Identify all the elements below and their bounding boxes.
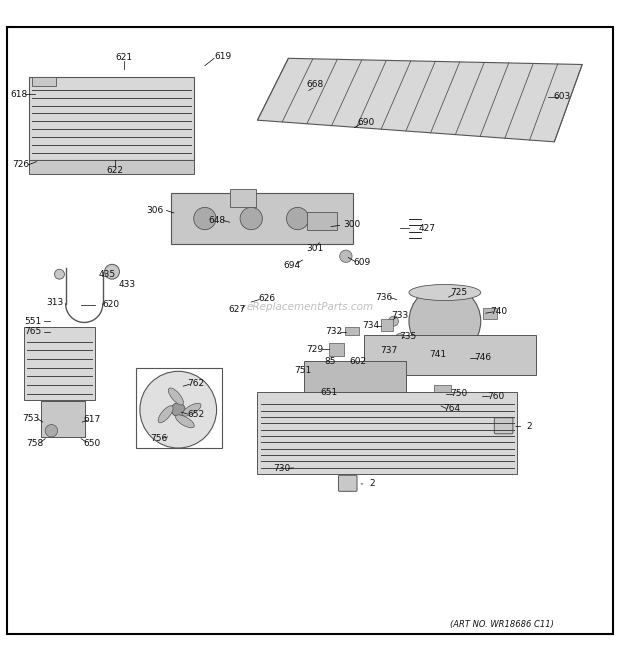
- Circle shape: [286, 208, 309, 229]
- Ellipse shape: [182, 403, 201, 416]
- Circle shape: [389, 316, 399, 326]
- Text: 694: 694: [283, 261, 300, 270]
- Text: 733: 733: [391, 311, 409, 319]
- Text: 735: 735: [399, 332, 417, 341]
- Text: 627: 627: [228, 305, 246, 314]
- Text: 603: 603: [554, 92, 571, 101]
- Text: 602: 602: [350, 357, 367, 366]
- Text: 756: 756: [150, 434, 167, 444]
- Circle shape: [45, 424, 58, 437]
- Circle shape: [240, 208, 262, 229]
- Bar: [24, 327, 95, 400]
- Bar: [365, 335, 536, 375]
- Text: 650: 650: [84, 439, 101, 447]
- Text: 690: 690: [357, 118, 374, 127]
- Text: eReplacementParts.com: eReplacementParts.com: [246, 302, 374, 312]
- Text: 609: 609: [353, 258, 371, 267]
- Circle shape: [396, 334, 404, 342]
- Ellipse shape: [175, 415, 194, 428]
- Text: 765: 765: [24, 327, 42, 336]
- Circle shape: [409, 286, 481, 357]
- Text: 2: 2: [369, 479, 374, 488]
- Text: 619: 619: [215, 52, 232, 61]
- Text: 732: 732: [325, 327, 342, 336]
- Text: (ART NO. WR18686 C11): (ART NO. WR18686 C11): [450, 621, 554, 629]
- Circle shape: [105, 264, 120, 279]
- Bar: [32, 77, 56, 86]
- Text: 762: 762: [187, 379, 204, 387]
- Text: 737: 737: [381, 346, 398, 356]
- Text: 764: 764: [444, 404, 461, 413]
- Text: 313: 313: [46, 297, 64, 307]
- Text: 648: 648: [209, 216, 226, 225]
- Text: 741: 741: [429, 350, 446, 358]
- FancyBboxPatch shape: [339, 475, 357, 491]
- Text: 753: 753: [22, 414, 39, 423]
- Ellipse shape: [158, 406, 173, 423]
- Text: 435: 435: [99, 270, 116, 279]
- Bar: [304, 362, 406, 393]
- Text: 301: 301: [306, 245, 324, 253]
- Text: 622: 622: [107, 167, 123, 175]
- Text: 626: 626: [258, 294, 275, 303]
- Text: 758: 758: [26, 439, 43, 447]
- Text: 751: 751: [294, 366, 311, 375]
- Text: 651: 651: [320, 388, 337, 397]
- Polygon shape: [257, 58, 582, 142]
- Bar: [381, 319, 393, 330]
- Text: 740: 740: [490, 307, 507, 316]
- Circle shape: [171, 403, 185, 416]
- FancyBboxPatch shape: [7, 27, 613, 634]
- Bar: [171, 193, 353, 244]
- Text: 300: 300: [343, 219, 360, 229]
- Circle shape: [55, 269, 64, 279]
- Text: 725: 725: [450, 288, 467, 297]
- Text: 730: 730: [273, 464, 291, 473]
- Text: 726: 726: [12, 160, 30, 169]
- Circle shape: [140, 371, 216, 448]
- Text: 2: 2: [527, 422, 533, 431]
- Bar: [345, 327, 359, 335]
- Ellipse shape: [409, 284, 481, 301]
- Bar: [41, 401, 86, 437]
- Text: 617: 617: [84, 415, 101, 424]
- Text: 652: 652: [187, 410, 204, 419]
- Text: 618: 618: [11, 90, 28, 98]
- Bar: [257, 392, 517, 474]
- Bar: [29, 77, 193, 161]
- Text: 750: 750: [450, 389, 467, 398]
- Text: 734: 734: [362, 321, 379, 330]
- Text: 736: 736: [376, 293, 393, 301]
- Bar: [229, 190, 255, 207]
- Bar: [29, 161, 193, 174]
- Text: 729: 729: [306, 344, 324, 354]
- Bar: [434, 385, 451, 397]
- Text: 306: 306: [147, 206, 164, 215]
- Text: 85: 85: [324, 357, 335, 366]
- Bar: [307, 212, 337, 230]
- Text: 621: 621: [116, 53, 133, 61]
- Text: 746: 746: [475, 353, 492, 362]
- Ellipse shape: [169, 388, 184, 405]
- Text: 668: 668: [306, 80, 324, 89]
- FancyBboxPatch shape: [494, 418, 513, 434]
- Text: 433: 433: [119, 280, 136, 290]
- Bar: [483, 308, 497, 319]
- Circle shape: [193, 208, 216, 229]
- Bar: [329, 343, 344, 356]
- Text: 551: 551: [24, 317, 42, 326]
- Text: 620: 620: [102, 300, 120, 309]
- Text: 760: 760: [487, 391, 504, 401]
- Text: 427: 427: [419, 224, 436, 233]
- Bar: [136, 368, 222, 448]
- Circle shape: [340, 250, 352, 262]
